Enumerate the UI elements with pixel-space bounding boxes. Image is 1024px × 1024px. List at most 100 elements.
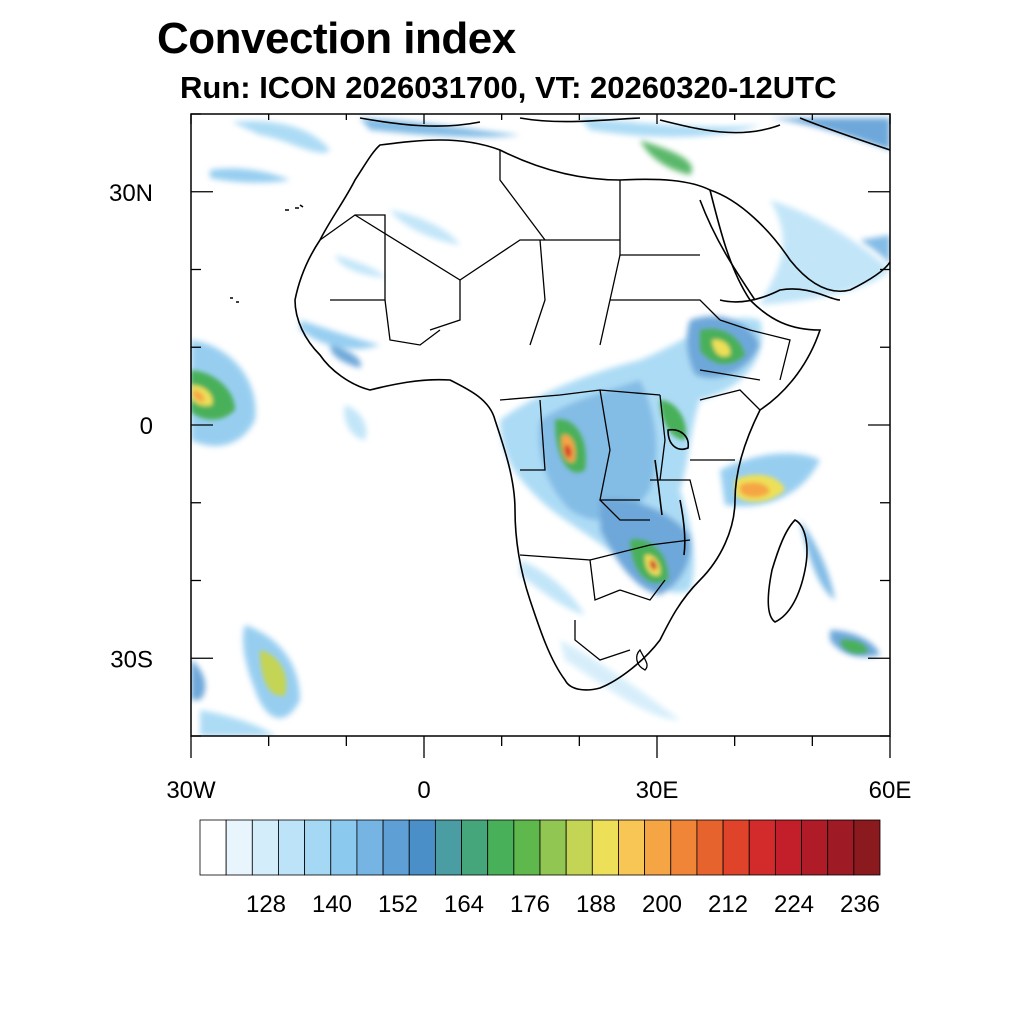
colorbar-label: 236 — [840, 891, 880, 918]
colorbar-label: 152 — [378, 891, 418, 918]
colorbar-swatch — [225, 819, 253, 876]
lon-tick-label: 30W — [166, 777, 216, 804]
convection-area — [539, 380, 657, 521]
convection-area — [193, 390, 205, 402]
convection-area — [330, 345, 361, 368]
lat-tick-label: 30N — [109, 180, 153, 207]
colorbar-swatch — [461, 819, 489, 876]
colorbar-swatch — [565, 819, 593, 876]
convection-area — [840, 639, 868, 654]
country-border — [574, 620, 631, 661]
convection-area — [760, 200, 890, 305]
colorbar-swatch — [513, 819, 541, 876]
convection-area — [300, 320, 380, 350]
colorbar-swatch — [304, 819, 332, 876]
country-border — [659, 394, 666, 481]
lat-tick-label: 30S — [110, 646, 153, 673]
convection-area — [660, 400, 686, 440]
colorbar-label: 212 — [708, 891, 748, 918]
country-border — [699, 369, 761, 381]
country-border — [610, 299, 721, 321]
convection-area — [800, 520, 835, 600]
colorbar-swatch — [853, 819, 881, 876]
colorbar-label: 200 — [642, 891, 682, 918]
convection-area — [335, 255, 385, 278]
colorbar-swatch — [670, 819, 698, 876]
country-border — [520, 399, 546, 471]
coastlines — [230, 117, 890, 691]
madagascar-coastline — [767, 519, 808, 623]
convection-area — [520, 560, 585, 615]
convection-field — [191, 118, 890, 736]
country-border — [499, 150, 546, 241]
country-border — [619, 579, 666, 601]
convection-area — [200, 710, 275, 736]
colorbar-swatch — [356, 819, 384, 876]
colorbar — [199, 819, 881, 876]
colorbar-swatch — [827, 819, 855, 876]
convection-area — [649, 559, 657, 571]
colorbar-swatch — [774, 819, 802, 876]
country-border — [699, 389, 761, 411]
convection-area — [191, 660, 206, 700]
convection-area — [640, 140, 692, 175]
country-border — [429, 280, 461, 331]
convection-area — [712, 339, 731, 357]
map-subtitle: Run: ICON 2026031700, VT: 20260320-12UTC — [180, 70, 837, 105]
colorbar-label: 188 — [576, 891, 616, 918]
arabia-coastline — [709, 189, 890, 303]
colorbar-swatch — [330, 819, 358, 876]
country-border — [719, 319, 791, 381]
convection-area — [740, 482, 770, 498]
colorbar-swatch — [696, 819, 724, 876]
convection-area — [580, 118, 760, 137]
convection-area — [344, 405, 367, 440]
lon-tick-label: 60E — [869, 777, 912, 804]
country-border — [499, 389, 661, 401]
convection-area — [860, 235, 890, 265]
colorbar-swatch — [487, 819, 515, 876]
colorbar-label: 140 — [312, 891, 352, 918]
colorbar-swatch — [644, 819, 672, 876]
convection-area — [210, 168, 290, 183]
convection-area — [770, 118, 890, 150]
lon-tick-label: 0 — [417, 777, 430, 804]
colorbar-swatch — [382, 819, 410, 876]
axis-ticks — [190, 113, 891, 758]
map-title: Convection index — [157, 14, 516, 63]
canary-islands — [285, 204, 304, 211]
country-border — [599, 389, 640, 501]
country-border — [519, 554, 621, 601]
colorbar-label: 128 — [246, 891, 286, 918]
convection-area — [232, 120, 330, 153]
country-border — [529, 239, 546, 346]
convection-area — [260, 650, 287, 696]
lat-tick-label: 0 — [140, 413, 153, 440]
colorbar-label: 176 — [510, 891, 550, 918]
colorbar-swatch — [539, 819, 567, 876]
colorbar-label: 224 — [774, 891, 814, 918]
lake-malawi — [679, 499, 686, 556]
colorbar-swatch — [801, 819, 829, 876]
lake-tanganyika — [654, 459, 663, 516]
colorbar-swatch — [618, 819, 646, 876]
country-border — [636, 648, 648, 671]
lake-victoria — [667, 428, 690, 450]
cape-verde-islands — [230, 297, 239, 303]
country-borders — [319, 150, 791, 671]
convection-area — [360, 118, 520, 138]
colorbar-swatch — [434, 819, 462, 876]
country-border — [354, 214, 620, 281]
red-sea-coastline — [699, 199, 756, 301]
colorbar-swatch — [408, 819, 436, 876]
country-border — [319, 214, 386, 301]
convection-area — [191, 370, 235, 420]
country-border — [589, 539, 691, 561]
colorbar-swatch — [199, 819, 227, 876]
colorbar-label: 164 — [444, 891, 484, 918]
colorbar-swatch — [251, 819, 279, 876]
europe-coastline — [359, 117, 890, 151]
colorbar-swatch — [591, 819, 619, 876]
convection-area — [564, 444, 572, 458]
